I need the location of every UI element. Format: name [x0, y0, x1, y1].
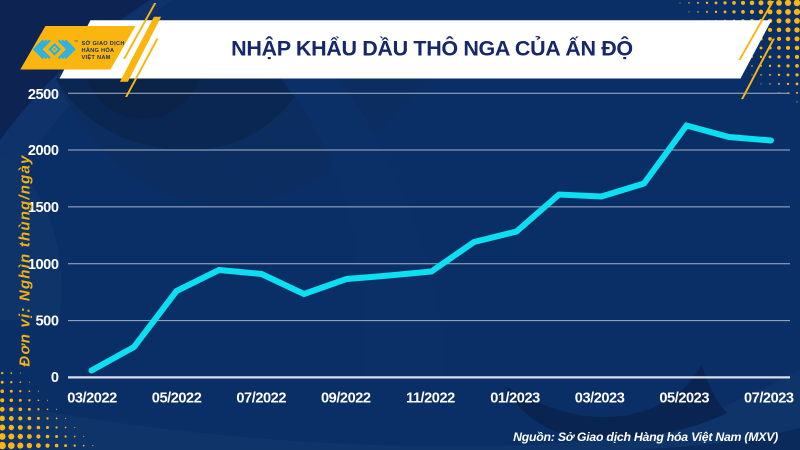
- svg-text:Nguồn: Sở Giao dịch Hàng hóa V: Nguồn: Sở Giao dịch Hàng hóa Việt Nam (M…: [513, 430, 778, 444]
- svg-text:500: 500: [36, 314, 59, 330]
- svg-text:07/2023: 07/2023: [744, 391, 794, 407]
- svg-text:05/2022: 05/2022: [152, 391, 202, 407]
- svg-text:05/2023: 05/2023: [659, 391, 709, 407]
- svg-text:TM: TM: [74, 39, 78, 43]
- svg-text:01/2023: 01/2023: [490, 391, 540, 407]
- svg-text:SỞ GIAO DỊCH: SỞ GIAO DỊCH: [82, 40, 125, 47]
- svg-text:HÀNG HÓA: HÀNG HÓA: [82, 46, 115, 54]
- svg-text:VIỆT NAM: VIỆT NAM: [82, 53, 111, 61]
- svg-text:1000: 1000: [28, 257, 59, 273]
- svg-text:NHẬP KHẨU DẦU THÔ NGA CỦA ẤN Đ: NHẬP KHẨU DẦU THÔ NGA CỦA ẤN ĐỘ: [231, 36, 633, 61]
- svg-text:1500: 1500: [28, 200, 59, 216]
- svg-text:03/2022: 03/2022: [67, 391, 117, 407]
- svg-text:2000: 2000: [28, 143, 59, 159]
- svg-text:2500: 2500: [28, 87, 59, 103]
- svg-text:07/2022: 07/2022: [236, 391, 286, 407]
- svg-text:0: 0: [51, 370, 59, 386]
- svg-text:Đơn vị: Nghìn thùng/ngày: Đơn vị: Nghìn thùng/ngày: [17, 154, 34, 366]
- svg-text:03/2023: 03/2023: [575, 391, 625, 407]
- svg-text:11/2022: 11/2022: [406, 391, 455, 407]
- svg-text:09/2022: 09/2022: [321, 391, 371, 407]
